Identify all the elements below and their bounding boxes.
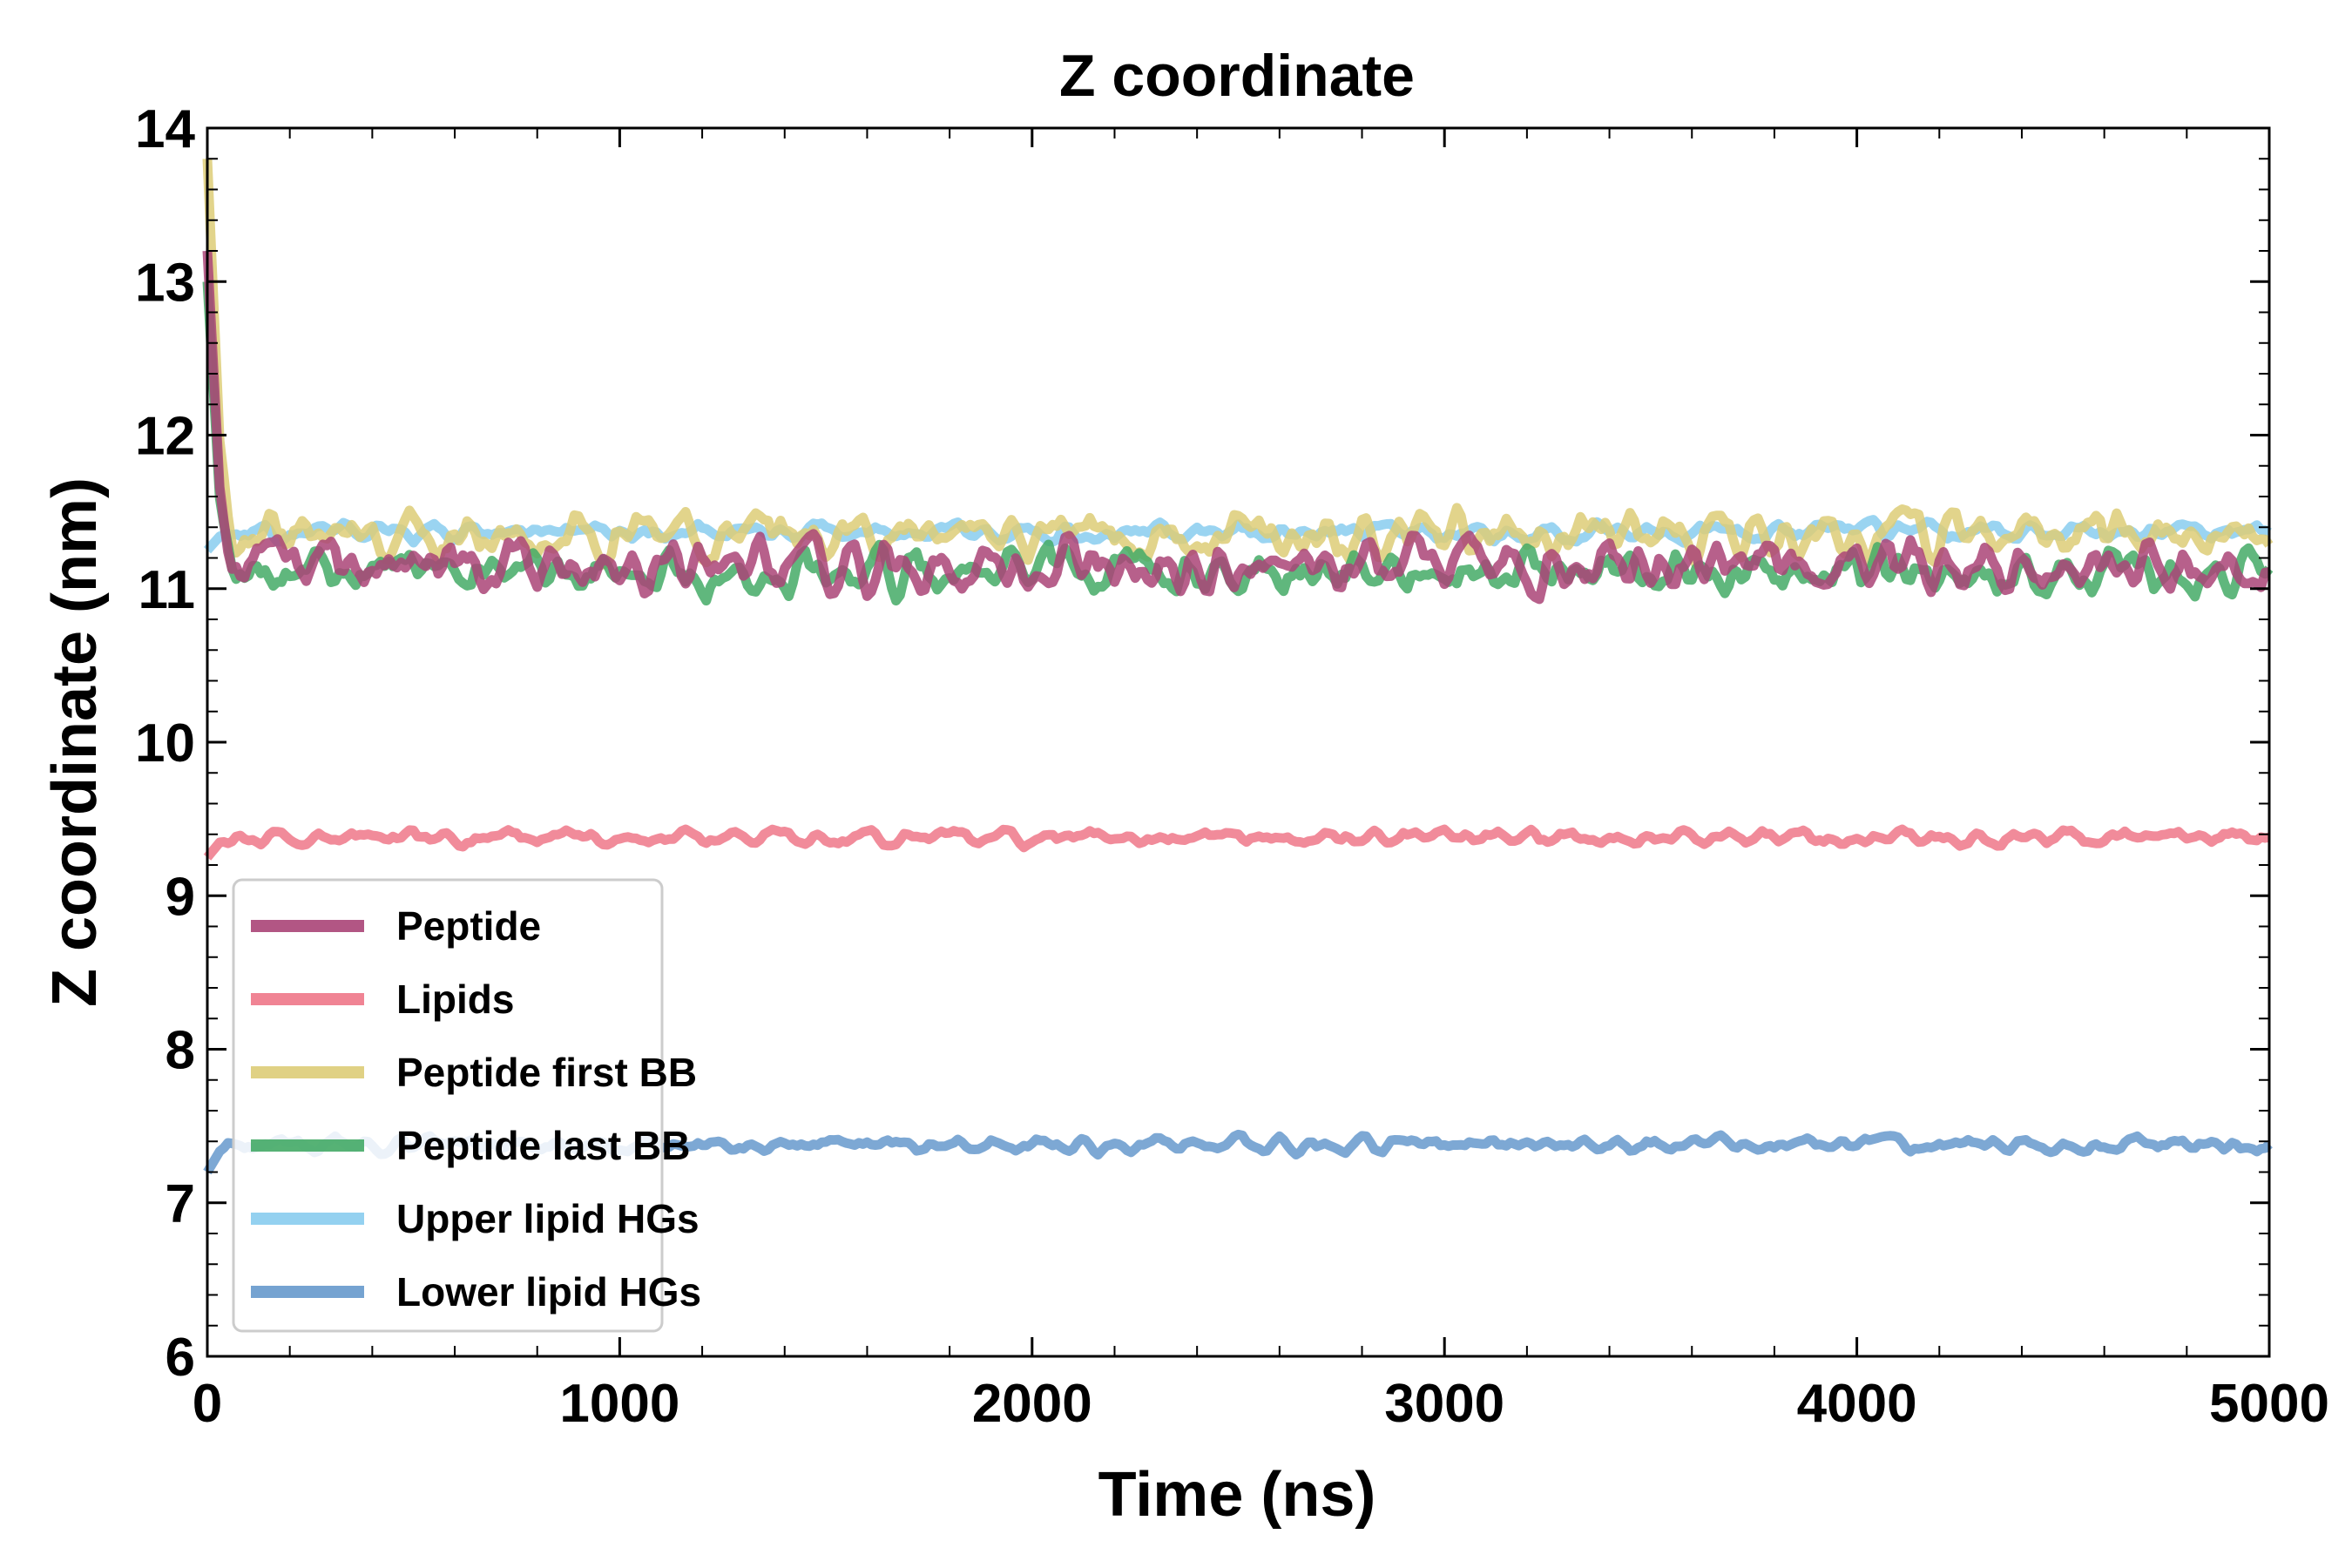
legend-label-peptide-last-bb: Peptide last BB bbox=[396, 1123, 690, 1168]
x-tick-label: 3000 bbox=[1384, 1374, 1504, 1434]
y-tick-label: 8 bbox=[166, 1021, 195, 1081]
x-tick-label: 2000 bbox=[972, 1374, 1092, 1434]
series-line-peptide-first-bb bbox=[202, 158, 2274, 570]
x-tick-label: 5000 bbox=[2209, 1374, 2329, 1434]
legend-label-peptide-first-bb: Peptide first BB bbox=[396, 1050, 697, 1095]
legend-items: Peptide Lipids Peptide first BB Peptide las… bbox=[251, 903, 701, 1315]
x-tick-label: 1000 bbox=[559, 1374, 679, 1434]
y-tick-label: 9 bbox=[166, 867, 195, 927]
x-axis-label: Time (ns) bbox=[1098, 1460, 1376, 1530]
series-line-peptide bbox=[202, 250, 2270, 605]
legend-label-upper-lipid-hgs: Upper lipid HGs bbox=[396, 1196, 700, 1241]
chart-title: Z coordinate bbox=[1059, 43, 1415, 109]
x-tick-label: 4000 bbox=[1797, 1374, 1917, 1434]
legend: Peptide Lipids Peptide first BB Peptide las… bbox=[232, 878, 701, 1333]
series-line-lipids bbox=[203, 824, 2270, 861]
y-tick-label: 6 bbox=[166, 1328, 195, 1388]
y-tick-label: 10 bbox=[135, 713, 195, 774]
legend-label-lower-lipid-hgs: Lower lipid HGs bbox=[396, 1269, 701, 1315]
y-tick-label: 11 bbox=[138, 560, 195, 620]
y-tick-label: 14 bbox=[135, 99, 195, 159]
legend-label-peptide: Peptide bbox=[396, 903, 541, 949]
ticks-layer: 0 1000 2000 3000 4000 5000 6 7 8 9 10 11 12 13 14 bbox=[135, 99, 2329, 1434]
y-tick-label: 13 bbox=[135, 253, 195, 313]
y-axis-label: Z coordinate (nm) bbox=[40, 477, 110, 1007]
y-tick-label: 12 bbox=[135, 407, 195, 467]
series-line-upper-lipid-hgs bbox=[203, 515, 2272, 554]
x-tick-label: 0 bbox=[193, 1374, 222, 1434]
y-tick-label: 7 bbox=[166, 1174, 195, 1234]
series-line-peptide-last-bb bbox=[202, 280, 2274, 606]
legend-label-lipids: Lipids bbox=[396, 977, 514, 1022]
